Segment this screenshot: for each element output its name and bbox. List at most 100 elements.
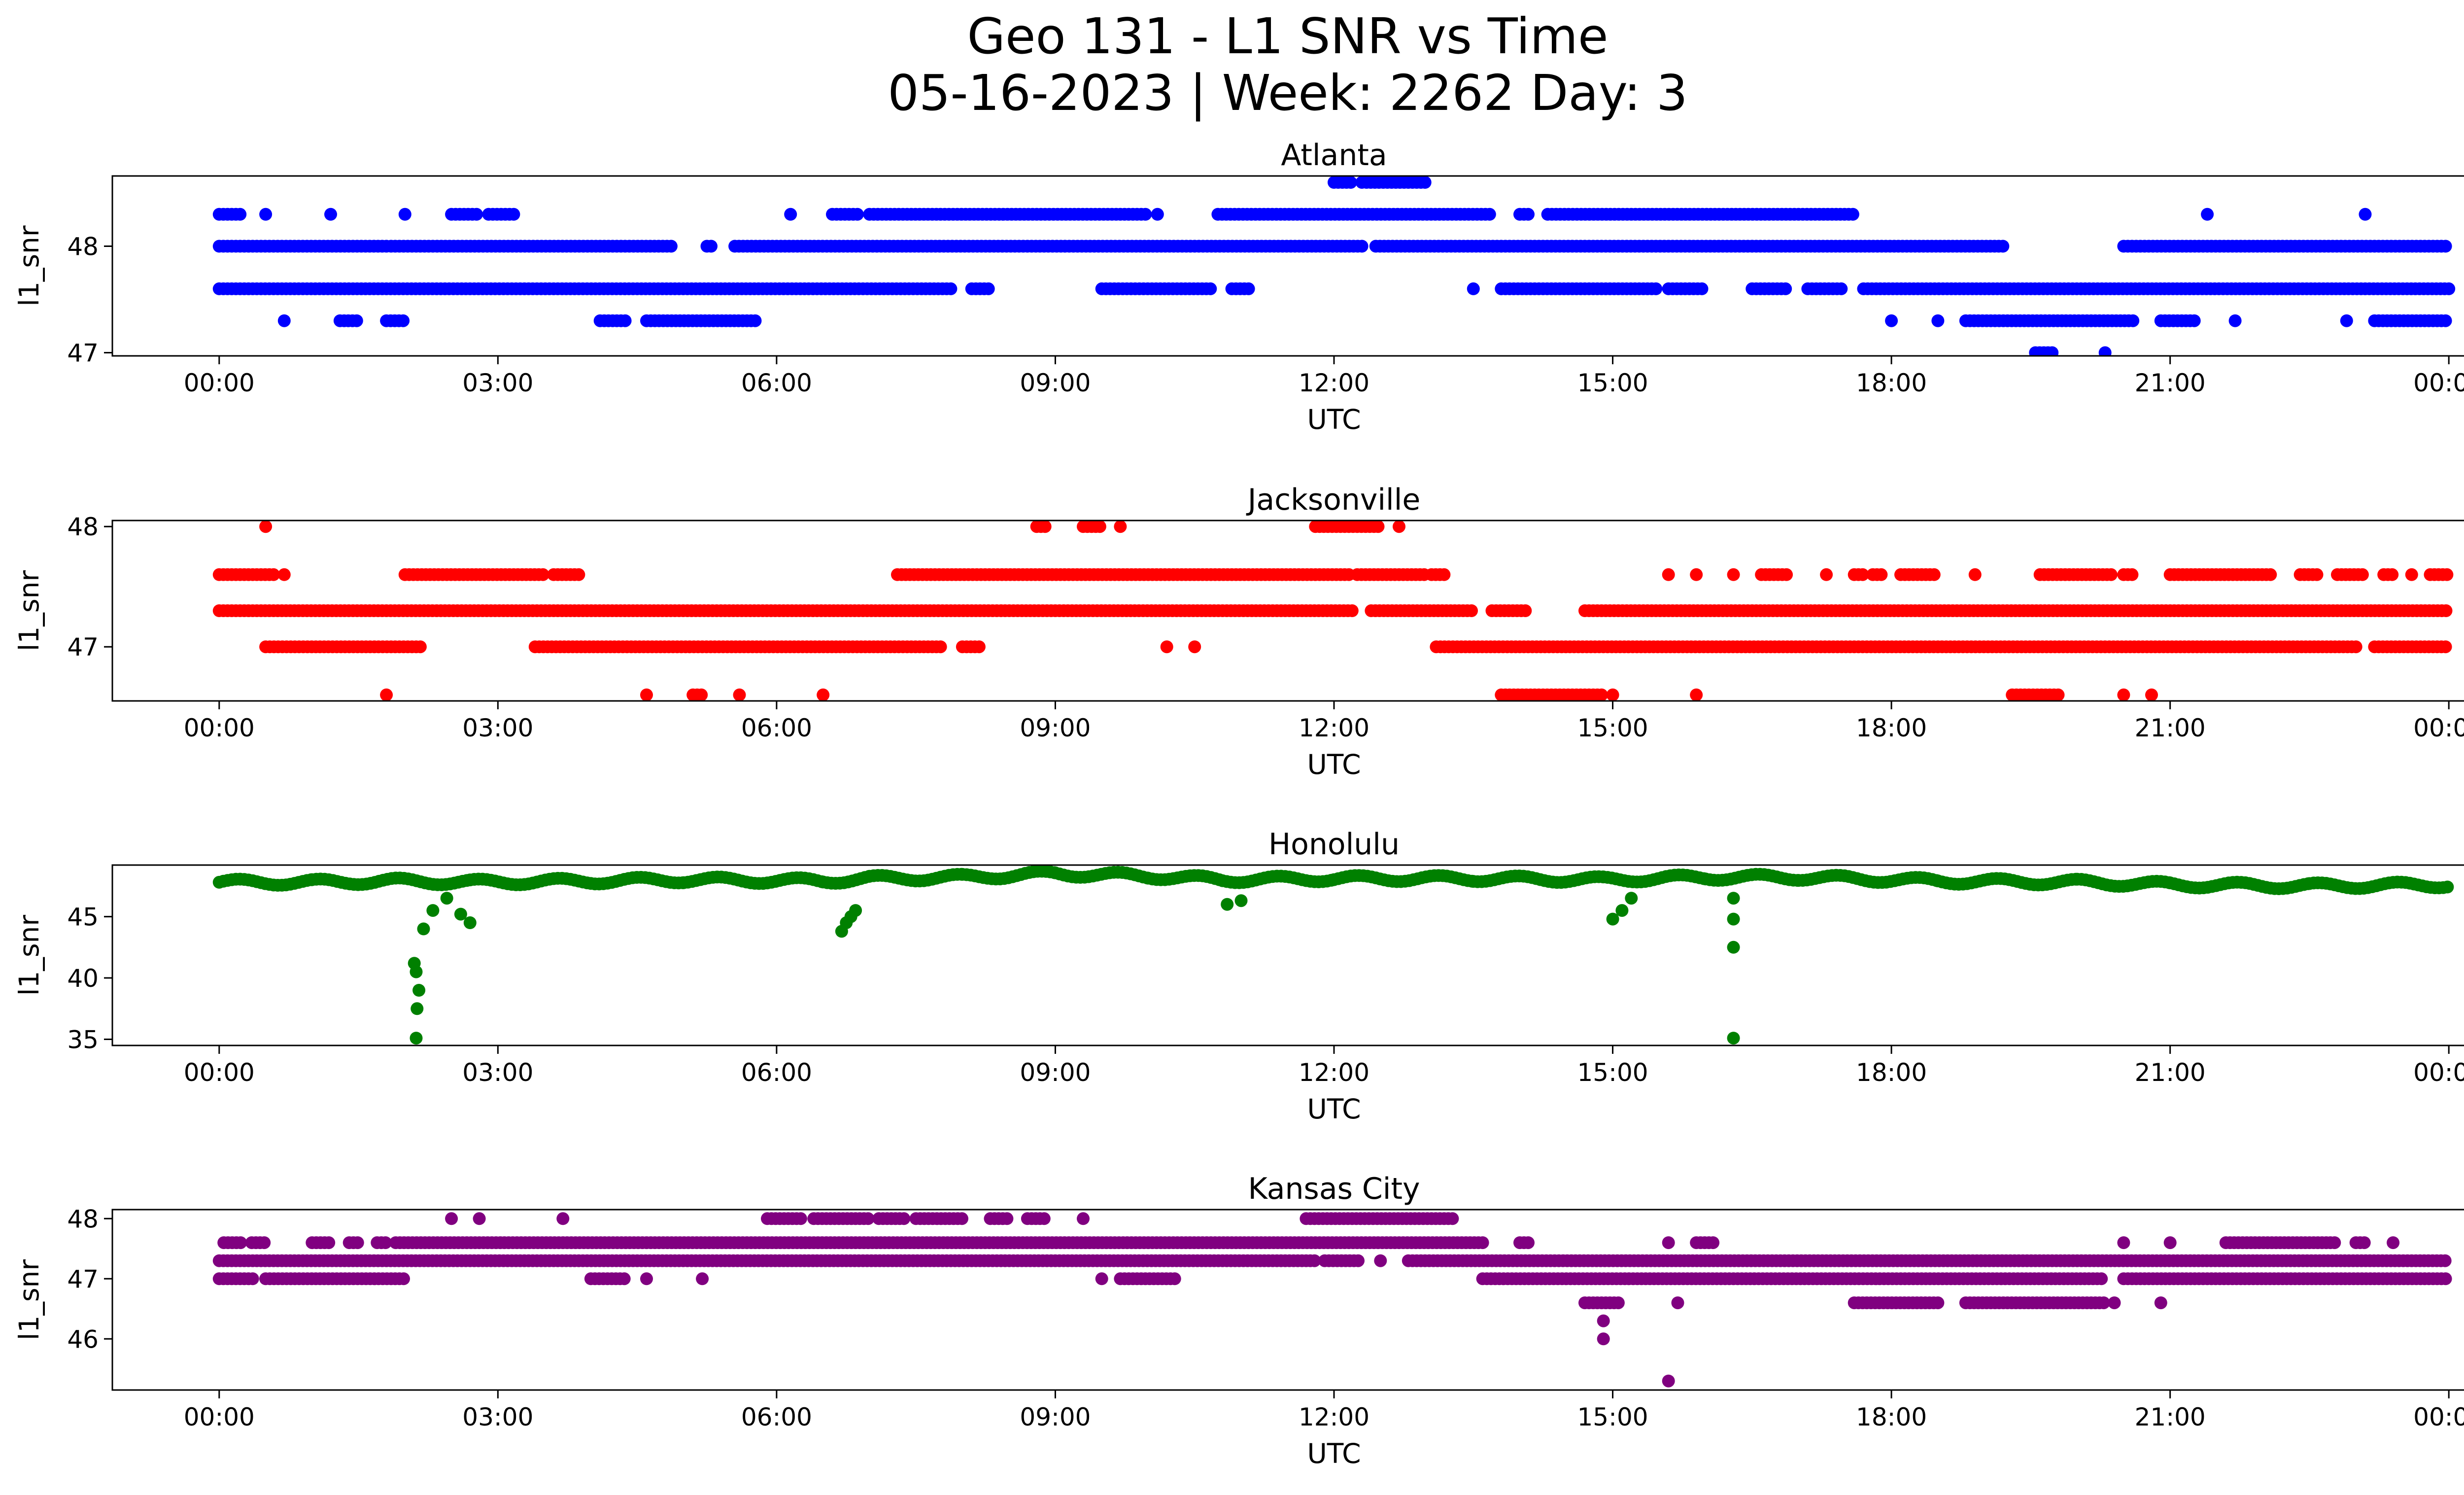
x-tick-label: 00:00 — [184, 369, 255, 397]
data-point — [473, 1212, 486, 1225]
data-point — [2442, 282, 2456, 295]
data-point — [410, 965, 423, 978]
data-point — [972, 640, 986, 654]
x-tick-label: 12:00 — [1299, 369, 1369, 397]
data-point — [1038, 521, 1052, 533]
data-point — [1519, 604, 1532, 617]
data-point — [1595, 688, 1608, 701]
x-tick-label: 12:00 — [1299, 1403, 1369, 1431]
data-point — [2145, 688, 2158, 701]
data-point — [1095, 1272, 1108, 1286]
x-tick-label: 00:00 — [2413, 1058, 2464, 1087]
x-tick-label: 06:00 — [741, 1403, 812, 1431]
x-tick-label: 09:00 — [1020, 1403, 1091, 1431]
data-point — [572, 568, 585, 581]
data-point — [1446, 1212, 1459, 1225]
x-tick-label: 18:00 — [1856, 1403, 1927, 1431]
data-point — [640, 1272, 653, 1286]
data-point — [1204, 282, 1217, 295]
data-point — [258, 1236, 271, 1250]
data-point — [1168, 1272, 1181, 1286]
data-point — [618, 314, 632, 327]
data-point — [412, 984, 426, 997]
x-tick-label: 09:00 — [1020, 1058, 1091, 1087]
subplot-title: Kansas City — [1248, 1172, 1420, 1206]
x-tick-label: 06:00 — [741, 714, 812, 742]
data-point — [1352, 1254, 1365, 1267]
data-point — [324, 208, 337, 221]
subplot-title: Honolulu — [1268, 827, 1400, 862]
data-point — [1467, 282, 1480, 295]
data-point — [1820, 568, 1833, 581]
data-point — [1885, 314, 1898, 327]
data-point — [1931, 314, 1945, 327]
subplot-honolulu: Honolulu 00:00 03:00 06:00 09:00 12:00 15:00 18… — [13, 827, 2464, 1125]
data-point — [1522, 208, 1535, 221]
data-point — [705, 240, 718, 253]
data-point — [1114, 521, 1127, 533]
y-axis-label: l1_snr — [13, 915, 45, 996]
x-tick-label: 00:00 — [184, 714, 255, 742]
data-point — [1662, 1236, 1675, 1250]
data-point — [849, 904, 862, 917]
data-point — [1374, 1254, 1387, 1267]
x-tick-label: 18:00 — [1856, 1058, 1927, 1087]
data-point — [507, 208, 520, 221]
data-point — [1037, 1212, 1051, 1225]
data-point — [2439, 1272, 2452, 1286]
data-point — [2163, 1236, 2177, 1250]
data-point — [2188, 314, 2201, 327]
data-point — [470, 208, 483, 221]
data-point — [956, 1212, 968, 1225]
data-point — [234, 1236, 247, 1250]
data-point — [2228, 314, 2242, 327]
x-tick-label: 15:00 — [1577, 1403, 1648, 1431]
data-point — [2264, 568, 2277, 581]
y-tick-label: 47 — [67, 633, 99, 661]
data-point — [267, 568, 280, 581]
data-point — [1000, 1212, 1014, 1225]
data-point — [851, 208, 864, 221]
data-point — [733, 688, 746, 701]
data-point — [1695, 282, 1709, 295]
x-axis-label: UTC — [1307, 1093, 1361, 1125]
x-tick-label: 21:00 — [2135, 369, 2206, 397]
data-point — [1418, 176, 1432, 189]
data-point — [794, 1212, 807, 1225]
data-point — [234, 208, 247, 221]
subplot-panels: Atlanta 00:00 03:00 06:00 09:00 12:00 15:00 18:… — [13, 138, 2464, 1469]
x-tick-label: 00:00 — [184, 1058, 255, 1087]
data-point — [2340, 314, 2353, 327]
data-point — [2104, 568, 2118, 581]
y-tick-label: 45 — [67, 903, 99, 932]
data-point — [2310, 568, 2324, 581]
data-point — [445, 1212, 458, 1225]
data-points — [212, 1212, 2452, 1388]
data-point — [1690, 568, 1703, 581]
data-point — [1649, 282, 1663, 295]
x-tick-label: 15:00 — [1577, 714, 1648, 742]
data-point — [417, 922, 430, 936]
data-point — [2052, 688, 2065, 701]
data-point — [2439, 314, 2452, 327]
data-point — [2387, 1236, 2400, 1250]
data-point — [2359, 208, 2372, 221]
subplot-kansas-city: Kansas City 00:00 03:00 06:00 09:00 12:00 15:0… — [13, 1172, 2464, 1469]
data-point — [411, 1002, 424, 1015]
data-point — [784, 208, 797, 221]
subplot-atlanta: Atlanta 00:00 03:00 06:00 09:00 12:00 15:00 18:… — [13, 138, 2464, 435]
data-point — [1727, 892, 1740, 905]
data-point — [440, 892, 453, 905]
data-point — [1437, 568, 1451, 581]
x-tick-label: 00:00 — [2413, 369, 2464, 397]
data-point — [982, 282, 995, 295]
data-point — [1690, 688, 1703, 701]
data-point — [2439, 240, 2452, 253]
data-point — [1139, 208, 1152, 221]
x-tick-label: 21:00 — [2135, 714, 2206, 742]
data-point — [2328, 1236, 2341, 1250]
subplot-title: Jacksonville — [1246, 483, 1421, 517]
data-point — [944, 282, 958, 295]
data-point — [1875, 568, 1888, 581]
